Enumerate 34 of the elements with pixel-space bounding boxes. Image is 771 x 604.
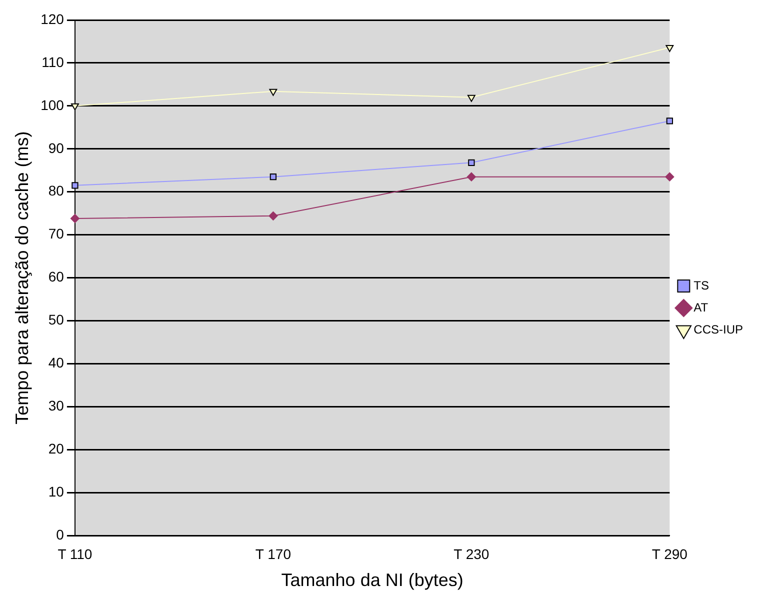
point — [468, 159, 475, 166]
y-tick-label: 40 — [48, 354, 64, 371]
x-axis-title: Tamanho da NI (bytes) — [281, 570, 464, 590]
point — [466, 172, 476, 182]
point — [270, 174, 277, 180]
x-tick-label: T 170 — [255, 546, 292, 562]
y-axis-title: Tempo para alteração do cache (ms) — [12, 131, 32, 424]
x-tick-label: T 290 — [652, 546, 688, 562]
legend-label: AT — [694, 300, 709, 314]
y-tick-label: 90 — [48, 140, 64, 156]
y-tick-label: 80 — [48, 182, 64, 199]
point — [70, 214, 80, 224]
x-tick-label: T 230 — [454, 546, 490, 562]
point — [269, 88, 278, 96]
y-tick-label: 50 — [48, 312, 64, 328]
y-tick-label: 30 — [48, 398, 64, 414]
y-tick-label: 120 — [40, 10, 64, 27]
legend-label: CCS-IUP — [694, 322, 744, 336]
y-tick-label: 100 — [40, 96, 64, 113]
point — [467, 94, 476, 102]
point — [70, 103, 79, 110]
legend-label: TS — [694, 278, 710, 292]
y-tick-label: 10 — [48, 483, 64, 500]
point — [665, 172, 674, 182]
point — [666, 118, 673, 124]
point — [666, 45, 674, 52]
y-tick-label: 110 — [42, 54, 64, 70]
y-tick-label: 60 — [48, 268, 64, 285]
y-tick-label: 0 — [56, 526, 64, 542]
point — [268, 211, 278, 220]
x-tick-label: T 110 — [58, 546, 92, 562]
y-tick-label: 20 — [48, 440, 64, 457]
point — [72, 182, 78, 189]
y-tick-label: 70 — [48, 226, 64, 242]
